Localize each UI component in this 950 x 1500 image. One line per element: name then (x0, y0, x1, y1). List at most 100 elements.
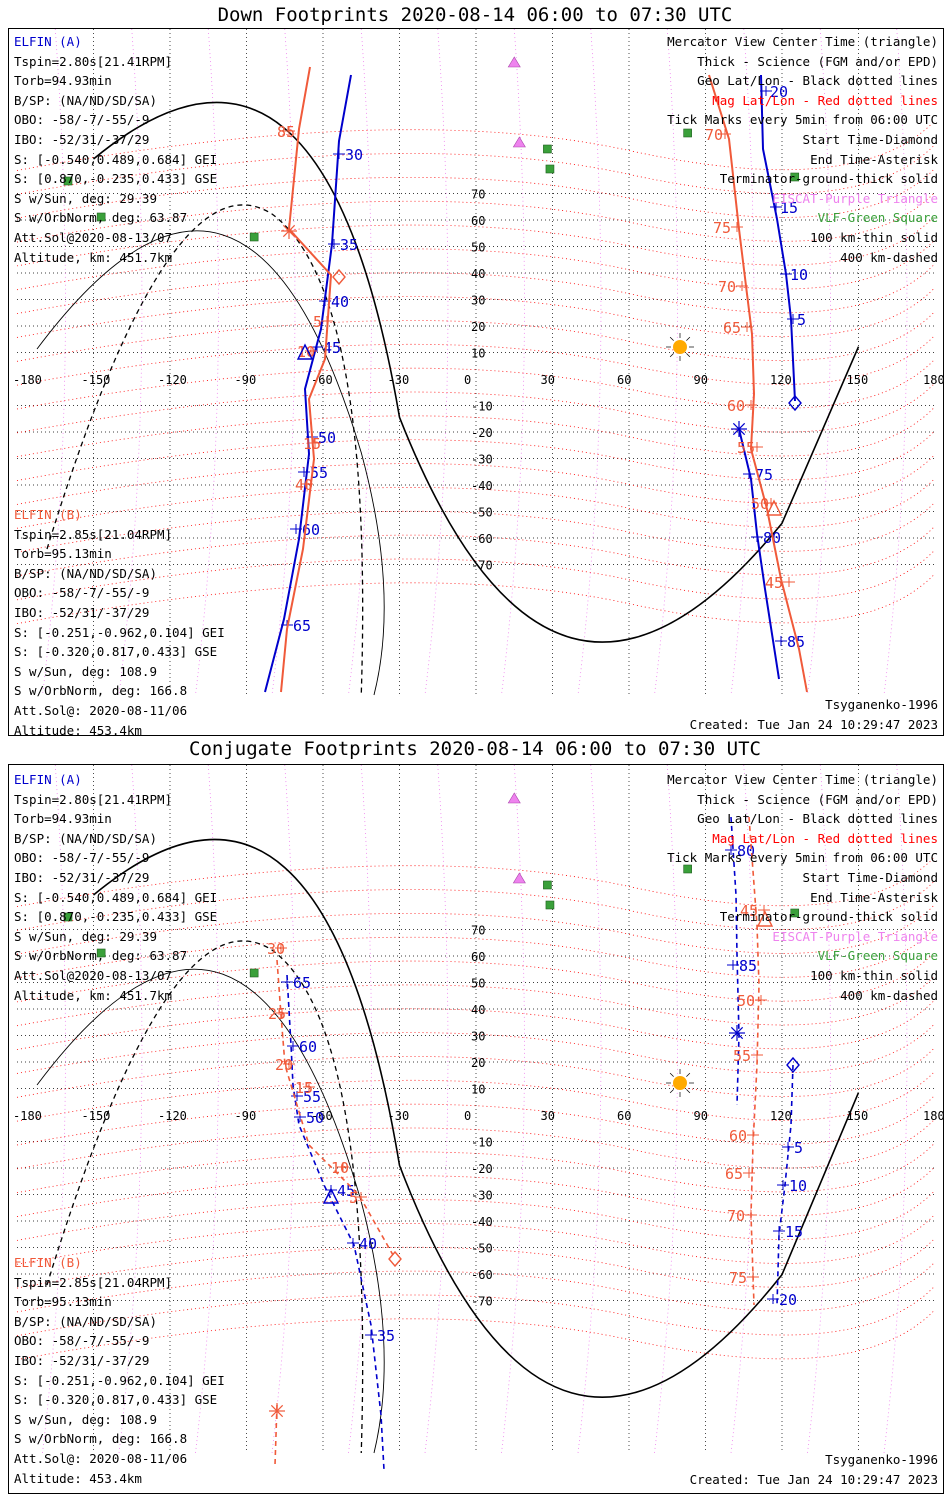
elfin-b-line: Torb=95.13min (14, 546, 112, 562)
elfin-b-tick-label: 85 (277, 123, 295, 141)
mag-lat-line (16, 382, 936, 434)
elfin-a-tick-label: 20 (779, 1291, 797, 1309)
lon-label: -90 (235, 373, 257, 387)
vlf-square (543, 144, 552, 154)
elfin-a-line: Tspin=2.80s[21.41RPM] (14, 53, 173, 69)
mag-lat-line (16, 525, 936, 577)
lon-label: 90 (694, 373, 708, 387)
lat-label: -60 (471, 532, 493, 546)
center-time-triangle (322, 1187, 340, 1204)
elfin-a-line: Att.Sol@2020-08-13/07 (14, 967, 173, 983)
sun-ray (686, 1072, 691, 1077)
elfin-b-tick-label: 25 (268, 1005, 286, 1023)
elfin-a-track (264, 74, 352, 693)
terminator-line (92, 838, 860, 1399)
elfin-a-line: S w/OrbNorm, deg: 63.87 (14, 210, 188, 226)
panel-title-conjugate: Conjugate Footprints 2020-08-14 06:00 to… (189, 738, 761, 760)
elfin-b-line: S w/OrbNorm, deg: 166.8 (14, 683, 188, 699)
elfin-b-line: S: [-0.320,0.817,0.433] GSE (14, 644, 218, 660)
elfin-b-name: ELFIN (B) (14, 507, 82, 522)
mag-lat-line (16, 311, 936, 362)
lat-label: 70 (471, 924, 485, 938)
mag-lat-line (16, 549, 936, 601)
elfin-a-tick-label: 20 (770, 83, 788, 101)
lat-label: -40 (471, 479, 493, 493)
sun-icon (673, 340, 687, 354)
legend-item: Mag Lat/Lon - Red dotted lines (712, 830, 938, 846)
lat-label: -30 (471, 1189, 493, 1203)
lon-label: -180 (13, 373, 42, 387)
elfin-a-line: OBO: -58/-7/-55/-9 (14, 850, 150, 866)
elfin-a-line: Torb=94.93min (14, 811, 112, 827)
lon-label: 60 (617, 1109, 631, 1123)
elfin-b-tick-label: 55 (733, 1047, 751, 1065)
elfin-b-tick-label: 70 (705, 126, 723, 144)
sun-ray (669, 336, 674, 341)
mag-lat-line (16, 1047, 936, 1098)
lat-label: -50 (471, 1242, 493, 1256)
elfin-b-tick-label: 65 (723, 319, 741, 337)
mag-lat-line (16, 573, 936, 625)
legend-item: Terminator-ground-thick solid (719, 171, 938, 187)
mag-lat-line (16, 951, 936, 1003)
elfin-b-line: S w/Sun, deg: 108.9 (14, 663, 157, 679)
elfin-a-tick-label: 50 (318, 429, 336, 447)
elfin-b-line: B/SP: (NA/ND/SD/SA) (14, 565, 157, 581)
elfin-b-track (708, 74, 808, 693)
mag-lat-line (16, 167, 936, 219)
legend-item: Geo Lat/Lon - Black dotted lines (697, 73, 938, 89)
mag-lon-line (348, 765, 372, 1454)
vlf-square (96, 948, 106, 958)
lon-label: -30 (388, 1109, 410, 1123)
lat-label: -30 (471, 453, 493, 467)
mag-lat-line (16, 1070, 936, 1122)
sun-ray (669, 1072, 674, 1077)
altitude-400km-line (46, 204, 364, 696)
vlf-square (545, 164, 555, 174)
elfin-a-tick-label: 65 (293, 617, 311, 635)
legend-item: Mag Lat/Lon - Red dotted lines (712, 92, 938, 108)
elfin-a-line: Altitude, km: 451.7km (14, 249, 173, 265)
vlf-square (63, 176, 73, 186)
lon-label: -150 (82, 1109, 111, 1123)
sun-ray (669, 353, 674, 358)
elfin-b-line: OBO: -58/-7/-55/-9 (14, 585, 150, 601)
down-footprints-map: -180 -150 -120 -90 -60 -30 0 30 60 90 120 150 180 70 6… (8, 28, 944, 738)
lat-label: 20 (471, 320, 485, 334)
mag-lat-line (16, 263, 936, 314)
start-diamond-icon (788, 394, 802, 412)
mag-lat-line (16, 215, 936, 267)
elfin-a-tick-label: 35 (377, 1327, 395, 1345)
lat-label: -10 (471, 400, 493, 414)
elfin-a-line: S: [-0.540,0.489,0.684] GEI (14, 151, 218, 167)
vlf-square (96, 212, 106, 222)
vlf-square (790, 908, 800, 918)
mag-lat-line (16, 430, 936, 481)
elfin-b-tick-label: 60 (729, 1127, 747, 1145)
vlf-square (249, 968, 259, 978)
elfin-b-line: Altitude: 453.4km (14, 1470, 142, 1486)
elfin-b-info: ELFIN (B) Tspin=2.85s[21.04RPM] Torb=95.… (14, 1253, 225, 1488)
center-time-triangle (765, 499, 783, 516)
elfin-a-line: IBO: -52/31/-37/29 (14, 869, 150, 885)
start-diamond-icon (332, 268, 346, 286)
mag-lat-line (16, 1094, 936, 1146)
elfin-b-tick-label: 45 (765, 574, 783, 592)
legend-item: VLF-Green Square (817, 210, 938, 226)
mag-lat-line (16, 454, 936, 505)
elfin-b-tick-label: 45 (740, 902, 758, 920)
lon-label: 0 (464, 373, 471, 387)
center-time-triangle (296, 343, 314, 360)
elfin-b-line: Att.Sol@: 2020-08-11/06 (14, 1450, 188, 1466)
elfin-a-line: Altitude, km: 451.7km (14, 987, 173, 1003)
elfin-b-tick-label: 15 (303, 435, 321, 453)
lat-label: -20 (471, 426, 493, 440)
legend-item: 400 km-dashed (840, 249, 938, 265)
elfin-b-line: OBO: -58/-7/-55/-9 (14, 1333, 150, 1349)
elfin-b-track (276, 959, 394, 1256)
elfin-a-tick-label: 10 (789, 1177, 807, 1195)
legend-item: Mercator View Center Time (triangle) (667, 772, 938, 787)
elfin-a-tick-label: 85 (739, 957, 757, 975)
end-asterisk-icon (282, 224, 296, 238)
lat-label: -40 (471, 1215, 493, 1229)
